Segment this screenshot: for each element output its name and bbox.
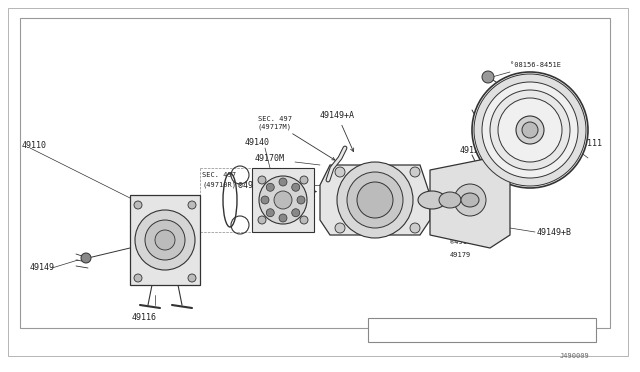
- Polygon shape: [430, 158, 510, 248]
- Circle shape: [410, 167, 420, 177]
- Circle shape: [335, 223, 345, 233]
- Circle shape: [292, 183, 300, 191]
- Circle shape: [297, 196, 305, 204]
- Circle shape: [261, 196, 269, 204]
- Text: ®49168N: ®49168N: [238, 180, 273, 189]
- Bar: [20, 18, 610, 328]
- Text: 49110: 49110: [22, 141, 47, 150]
- Circle shape: [337, 162, 413, 238]
- Ellipse shape: [439, 192, 461, 208]
- Bar: [130, 195, 200, 285]
- Circle shape: [279, 214, 287, 222]
- Text: (I): (I): [530, 73, 543, 79]
- Text: J490009: J490009: [560, 353, 589, 359]
- Circle shape: [482, 82, 578, 178]
- Circle shape: [410, 223, 420, 233]
- Text: 49170M: 49170M: [255, 154, 285, 163]
- Text: 49116: 49116: [132, 312, 157, 321]
- Text: 49149: 49149: [30, 263, 55, 273]
- Text: 49149+A: 49149+A: [320, 111, 355, 152]
- Text: ®49153: ®49153: [450, 239, 476, 245]
- Circle shape: [259, 176, 307, 224]
- Text: 49162M: 49162M: [468, 216, 493, 222]
- Circle shape: [292, 209, 300, 217]
- Text: 49179: 49179: [450, 252, 471, 258]
- Text: SEC. 497
(49717M): SEC. 497 (49717M): [258, 116, 335, 160]
- Text: NOTE ) PARTS CODE 49110K ......... ®: NOTE ) PARTS CODE 49110K ......... ®: [374, 327, 527, 333]
- Circle shape: [155, 230, 175, 250]
- Text: 49160M: 49160M: [468, 197, 493, 203]
- Circle shape: [300, 216, 308, 224]
- Ellipse shape: [461, 193, 479, 207]
- Circle shape: [300, 176, 308, 184]
- Circle shape: [135, 210, 195, 270]
- Circle shape: [490, 90, 570, 170]
- Circle shape: [279, 178, 287, 186]
- Text: (49710R): (49710R): [202, 182, 236, 188]
- Circle shape: [522, 122, 538, 138]
- Circle shape: [335, 167, 345, 177]
- Circle shape: [188, 274, 196, 282]
- Circle shape: [357, 182, 393, 218]
- Circle shape: [482, 71, 494, 83]
- Circle shape: [266, 183, 275, 191]
- Circle shape: [454, 184, 486, 216]
- FancyBboxPatch shape: [368, 318, 596, 342]
- Text: SEC. 497: SEC. 497: [202, 172, 236, 178]
- Circle shape: [188, 201, 196, 209]
- Text: 49121: 49121: [460, 145, 485, 154]
- Circle shape: [347, 172, 403, 228]
- Text: 49140: 49140: [245, 138, 270, 147]
- Circle shape: [472, 72, 588, 188]
- Circle shape: [474, 74, 586, 186]
- Text: 49111: 49111: [578, 138, 603, 148]
- Text: 49149+B: 49149+B: [537, 228, 572, 237]
- Bar: [252, 168, 314, 232]
- Circle shape: [258, 176, 266, 184]
- Polygon shape: [320, 165, 430, 235]
- Circle shape: [81, 253, 91, 263]
- Circle shape: [516, 116, 544, 144]
- Ellipse shape: [418, 191, 446, 209]
- Circle shape: [134, 274, 142, 282]
- Circle shape: [274, 191, 292, 209]
- Circle shape: [258, 216, 266, 224]
- Circle shape: [134, 201, 142, 209]
- Text: °08156-8451E: °08156-8451E: [510, 62, 561, 68]
- Circle shape: [498, 98, 562, 162]
- Circle shape: [145, 220, 185, 260]
- Text: 49160MA: 49160MA: [468, 183, 498, 189]
- Circle shape: [266, 209, 275, 217]
